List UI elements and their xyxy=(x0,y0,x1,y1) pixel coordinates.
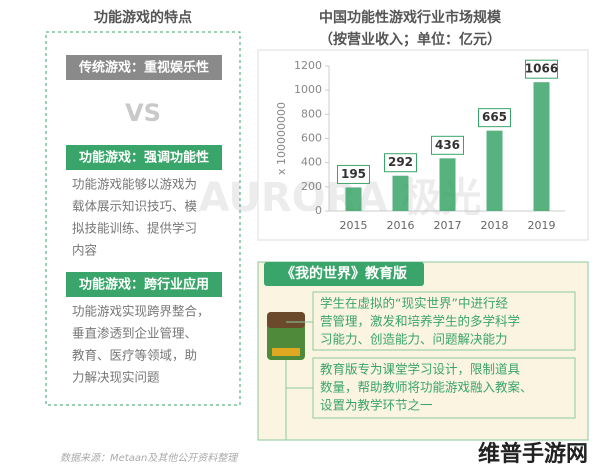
section-text: 力解决现实问题 xyxy=(72,370,160,385)
y-tick-label: 200 xyxy=(301,180,322,193)
value-label: 195 xyxy=(341,167,366,181)
left-panel xyxy=(45,31,241,406)
x-tick-label: 2018 xyxy=(481,219,509,232)
section-text: 载体展示知识技巧、模 xyxy=(72,199,198,214)
info-text: 营管理，激发和培养学生的多学科学 xyxy=(320,314,520,329)
section-label: 功能游戏：跨行业应用 xyxy=(79,277,209,293)
bar xyxy=(533,82,550,211)
value-label-box xyxy=(431,135,464,155)
minecraft-title: 《我的世界》教育版 xyxy=(281,265,407,282)
y-tick-label: 1200 xyxy=(294,59,322,72)
panel-title: 功能游戏的特点 xyxy=(94,9,192,26)
bar xyxy=(392,175,409,211)
info-text: 教育版专为课堂学习设计，限制道具 xyxy=(320,362,521,377)
info-box xyxy=(312,291,576,351)
x-tick-label: 2016 xyxy=(387,219,415,232)
value-label: 665 xyxy=(482,110,507,124)
section-label: 功能游戏：强调功能性 xyxy=(79,150,209,166)
chart-subtitle: （按营业收入；单位：亿元） xyxy=(319,31,501,48)
value-label-box xyxy=(384,153,417,173)
bar xyxy=(439,158,456,211)
section-text: 拟技能训练、提供学习 xyxy=(72,221,197,236)
brand-watermark: 维普手游网 xyxy=(478,441,588,467)
traditional-label: 传统游戏：重视娱乐性 xyxy=(78,60,209,76)
value-label: 292 xyxy=(388,155,413,169)
value-label: 1066 xyxy=(525,62,558,76)
chart-box xyxy=(257,49,589,241)
y-tick-label: 1000 xyxy=(294,83,322,96)
source-note: 数据来源：Metaan及其他公开资料整理 xyxy=(60,452,239,464)
value-label: 436 xyxy=(435,138,460,152)
y-tick-label: 400 xyxy=(301,156,322,169)
value-label-box xyxy=(525,59,558,79)
label-bg xyxy=(66,145,222,170)
y-axis-label: x 100000000 xyxy=(275,102,288,175)
info-box xyxy=(312,357,576,419)
connector xyxy=(285,321,313,440)
y-tick-label: 0 xyxy=(315,204,322,217)
value-label-box xyxy=(337,164,370,184)
section-text: 教育、医疗等领域，助 xyxy=(72,348,197,363)
info-text: 设置为教学环节之一 xyxy=(320,398,433,413)
info-text: 习能力、创造能力、问题解决能力 xyxy=(320,332,508,347)
y-tick-label: 800 xyxy=(301,107,322,120)
label-bg xyxy=(66,55,222,80)
info-text: 学生在虚拟的“现实世界”中进行经 xyxy=(320,296,508,311)
x-tick-label: 2019 xyxy=(528,219,556,232)
section-text: 功能游戏能够以游戏为 xyxy=(72,177,197,192)
section-text: 垂直渗透到企业管理、 xyxy=(72,326,197,341)
vs-text: VS xyxy=(125,99,161,127)
y-tick-label: 600 xyxy=(301,132,322,145)
value-label-box xyxy=(478,108,511,128)
x-tick-label: 2017 xyxy=(434,219,462,232)
section-text: 内容 xyxy=(72,243,97,258)
section-text: 功能游戏实现跨界整合， xyxy=(72,304,210,319)
info-text: 数量，帮助教师将功能游戏融入教案、 xyxy=(320,380,533,395)
bar xyxy=(486,130,503,211)
bar xyxy=(345,187,362,211)
x-tick-label: 2015 xyxy=(340,219,368,232)
label-bg xyxy=(66,272,222,297)
chart-title: 中国功能性游戏行业市场规模 xyxy=(319,9,502,26)
title-tag xyxy=(264,262,424,286)
game-icon xyxy=(267,312,305,360)
